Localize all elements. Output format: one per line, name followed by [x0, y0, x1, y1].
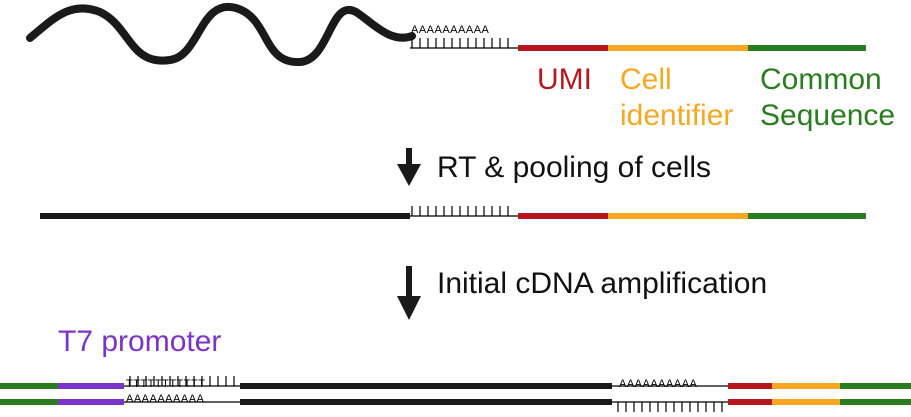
- polya-label-row3-right: AAAAAAAAAA: [619, 378, 698, 390]
- polya-label-row1: AAAAAAAAAA: [411, 24, 490, 36]
- common-sequence-label: Common Sequence: [760, 63, 896, 132]
- arrow-down-icon: [397, 266, 421, 320]
- primer-tick-marks-row3-right: [617, 402, 723, 412]
- arrow-down-icon: [397, 148, 421, 186]
- step-rt-pooling-label: RT & pooling of cells: [437, 151, 712, 184]
- primer-tick-marks-row3-left: [129, 376, 235, 386]
- polyt-label-row3-left: TTTTTTTTTTT: [126, 378, 206, 390]
- cell-identifier-label: Cell identifier: [620, 63, 734, 132]
- primer-tick-marks-row1: [411, 38, 509, 48]
- primer-tick-marks-row2: [411, 206, 509, 216]
- umi-label: UMI: [537, 63, 592, 96]
- step-cdna-amplification-label: Initial cDNA amplification: [437, 267, 768, 300]
- mrna-strand: [26, 2, 416, 67]
- t7-promoter-label: T7 promoter: [58, 325, 222, 358]
- polya-label-row3-left: AAAAAAAAAA: [126, 393, 205, 405]
